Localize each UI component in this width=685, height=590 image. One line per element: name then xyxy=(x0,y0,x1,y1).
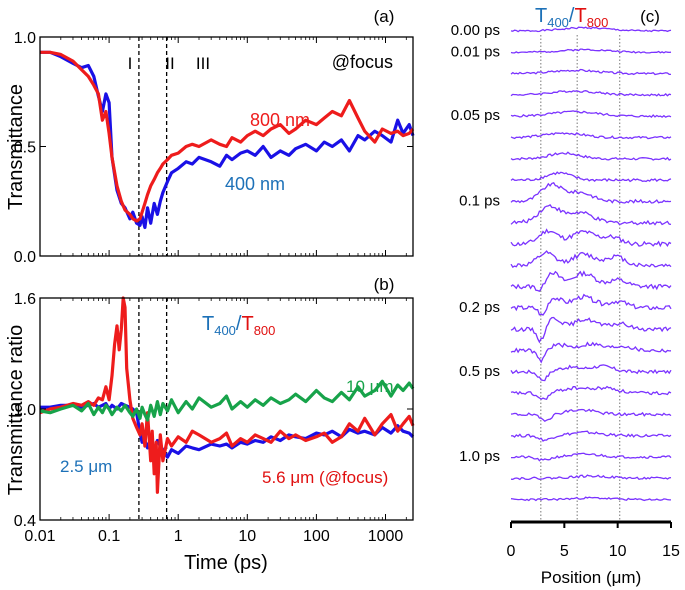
c-x-tick-label: 5 xyxy=(560,543,569,560)
panel-c-x-axis-title: Position (μm) xyxy=(541,568,641,587)
series-label-10um: 10 μm xyxy=(346,377,394,396)
y-tick-label: 0.5 xyxy=(14,140,36,157)
panel-c-x-ticks: 0 5 10 15 xyxy=(507,522,680,560)
panel-b-label: (b) xyxy=(374,275,395,294)
panel-c-traces xyxy=(510,26,672,502)
time-label: 0.01 ps xyxy=(451,43,500,60)
c-legend-slash: / xyxy=(569,5,575,27)
position-trace xyxy=(510,474,672,481)
position-trace xyxy=(510,132,672,140)
panel-b: 0.4 1.0 1.6 0.01 0.1 1 10 100 1000 (b) Transmit… xyxy=(5,275,415,574)
panel-b-ratio-legend: T400/T800 xyxy=(202,313,275,338)
series-line-5-6-m-focus- xyxy=(39,296,415,494)
time-label: 0.05 ps xyxy=(451,107,500,124)
panel-c: (c) T400/T800 0.00 ps0.01 ps0.05 ps0.1 p… xyxy=(451,5,680,587)
position-trace xyxy=(510,430,672,442)
panel-c-time-labels: 0.00 ps 0.01 ps 0.05 ps 0.1 ps 0.2 ps 0.5 ps 1… xyxy=(451,22,500,465)
x-tick-label: 0.1 xyxy=(98,528,120,545)
position-trace xyxy=(510,26,672,33)
position-trace xyxy=(510,90,672,97)
c-legend-t800: T xyxy=(574,5,586,27)
position-trace xyxy=(510,385,672,401)
panel-c-ratio-legend: T400/T800 xyxy=(535,5,608,30)
legend-slash: / xyxy=(236,313,242,335)
x-tick-label: 10 xyxy=(238,528,256,545)
position-trace xyxy=(510,364,672,382)
position-trace xyxy=(511,452,672,462)
y-tick-label: 0.0 xyxy=(14,249,36,266)
position-trace xyxy=(510,270,672,292)
x-tick-label: 1000 xyxy=(368,528,404,545)
c-x-tick-label: 10 xyxy=(609,543,627,560)
legend-t800: T xyxy=(241,313,253,335)
time-label: 0.00 ps xyxy=(451,22,500,39)
position-trace xyxy=(510,151,672,161)
y-tick-label: 0.4 xyxy=(14,513,36,530)
panel-b-y-ticks: 0.4 1.0 1.6 xyxy=(14,291,413,530)
position-trace xyxy=(510,293,672,316)
x-tick-label: 1 xyxy=(174,528,183,545)
panel-a-y-ticks: 0.0 0.5 1.0 xyxy=(14,30,413,266)
panel-c-label: (c) xyxy=(640,7,660,26)
y-tick-label: 1.0 xyxy=(14,402,36,419)
series-label-2p5um: 2.5 μm xyxy=(60,457,112,476)
panel-b-region-lines xyxy=(138,298,168,520)
legend-sub-400: 400 xyxy=(214,323,236,338)
position-trace xyxy=(510,110,672,118)
region-label-iii: III xyxy=(196,54,210,73)
panel-b-series-group xyxy=(39,296,415,494)
position-trace xyxy=(510,182,672,204)
series-label-400nm: 400 nm xyxy=(225,174,285,194)
y-tick-label: 1.6 xyxy=(14,291,36,308)
legend-sub-800: 800 xyxy=(254,323,276,338)
x-tick-label: 0.01 xyxy=(24,528,55,545)
position-trace xyxy=(510,228,672,248)
c-legend-sub-400: 400 xyxy=(547,15,569,30)
panel-a-label: (a) xyxy=(374,7,395,26)
position-trace xyxy=(510,68,672,76)
position-trace xyxy=(510,204,672,226)
y-tick-label: 1.0 xyxy=(14,30,36,47)
series-label-5p6um: 5.6 μm (@focus) xyxy=(262,468,388,487)
position-trace xyxy=(510,341,672,364)
series-line-400-nm xyxy=(40,50,415,230)
time-label: 0.5 ps xyxy=(459,363,500,380)
legend-t400: T xyxy=(202,313,214,335)
region-label-ii: II xyxy=(165,54,174,73)
panel-a-x-ticks xyxy=(39,37,407,256)
position-trace xyxy=(510,408,672,422)
time-label: 1.0 ps xyxy=(459,448,500,465)
c-x-tick-label: 15 xyxy=(662,543,680,560)
series-line-10-m xyxy=(39,379,415,422)
position-trace xyxy=(510,48,672,54)
panel-c-reference-lines xyxy=(540,35,621,520)
position-trace xyxy=(510,316,672,344)
c-x-tick-label: 0 xyxy=(507,543,516,560)
position-trace xyxy=(510,496,672,502)
panel-a-y-axis-title: Transmittance xyxy=(5,84,27,210)
time-label: 0.2 ps xyxy=(459,299,500,316)
panel-b-x-ticks: 0.01 0.1 1 10 100 1000 xyxy=(24,298,407,545)
panel-b-x-axis-title: Time (ps) xyxy=(184,552,268,574)
series-line-800-nm xyxy=(40,50,415,223)
c-legend-t400: T xyxy=(535,5,547,27)
x-tick-label: 100 xyxy=(303,528,330,545)
region-label-i: I xyxy=(128,54,133,73)
series-label-800nm: 800 nm xyxy=(250,110,310,130)
position-trace xyxy=(510,171,672,183)
panel-a: 0.00.51.0 (a) Transmittance @focus I II … xyxy=(5,7,415,266)
panel-a-series-group xyxy=(40,50,415,230)
time-label: 0.1 ps xyxy=(459,192,500,209)
panel-a-focus-annotation: @focus xyxy=(332,52,393,72)
panel-b-y-axis-title: Transmittance ratio xyxy=(5,325,27,495)
position-trace xyxy=(510,250,672,268)
c-legend-sub-800: 800 xyxy=(587,15,609,30)
